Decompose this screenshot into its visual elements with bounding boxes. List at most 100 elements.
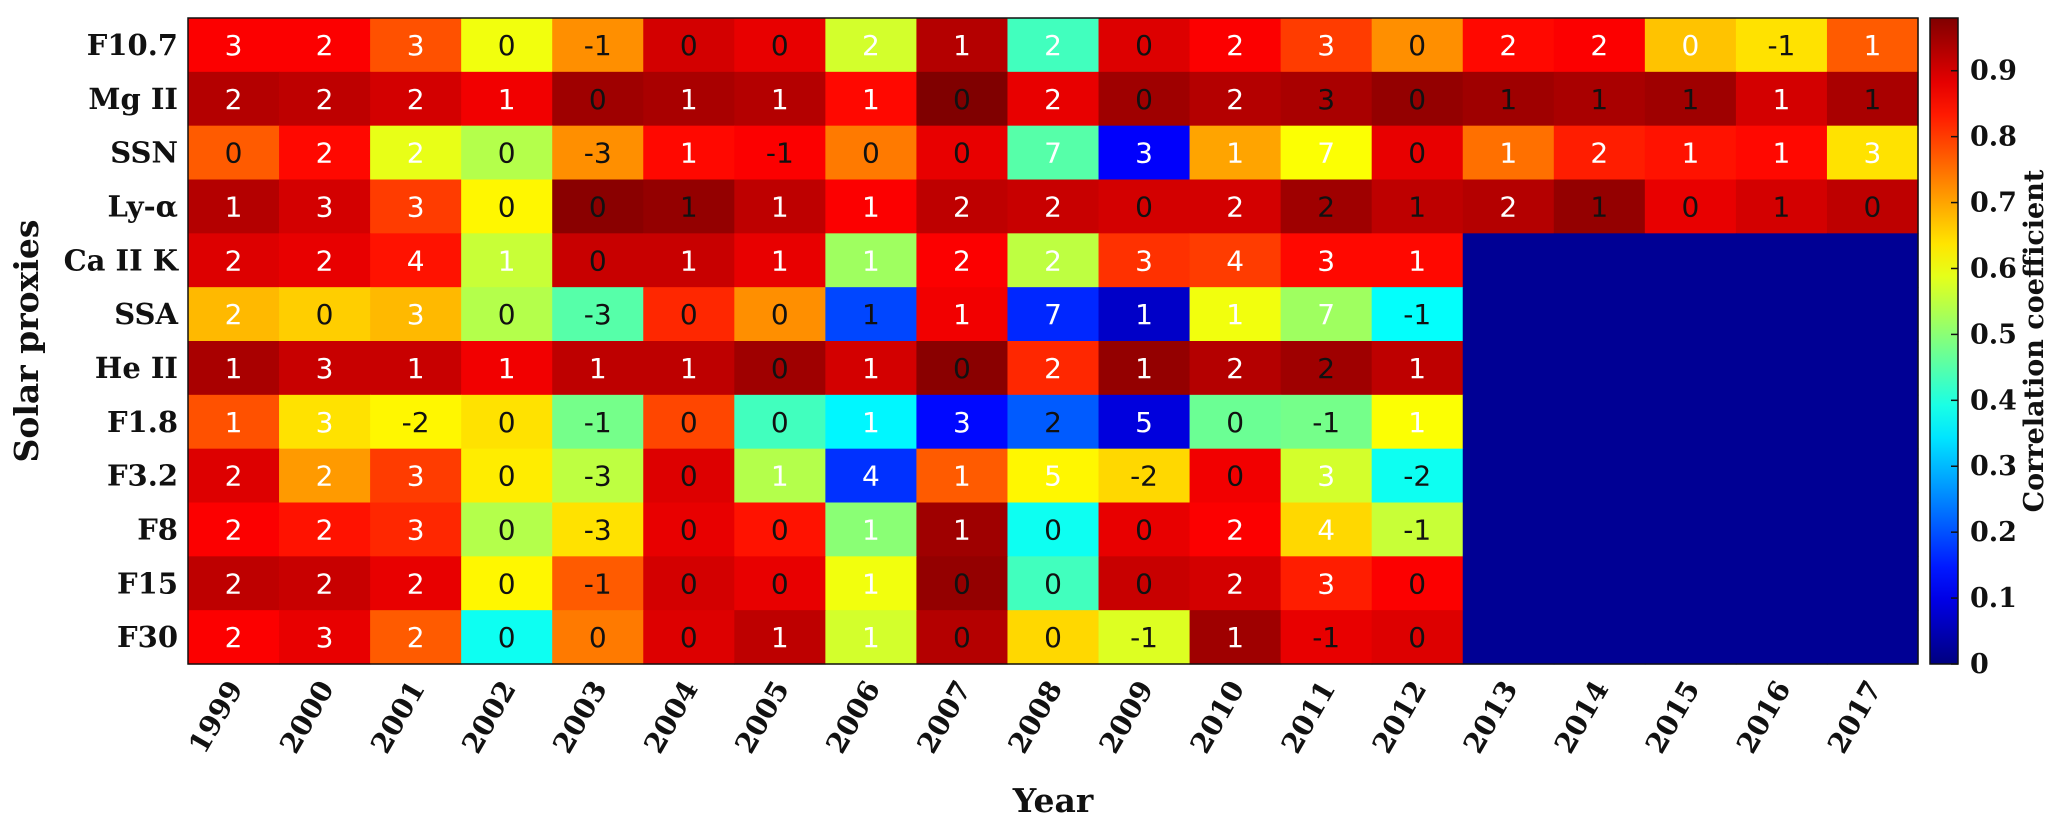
heatmap-cell <box>1371 556 1464 611</box>
cell-value-label: 1 <box>498 352 516 385</box>
heatmap-cell <box>1826 179 1919 234</box>
colorbar-tick-label: 0.6 <box>1970 253 2017 284</box>
heatmap-cell <box>1007 18 1100 73</box>
cell-value-label: 3 <box>1135 244 1153 277</box>
heatmap-cell <box>552 287 644 342</box>
cell-value-label: 1 <box>680 352 698 385</box>
cell-value-label: 3 <box>1317 83 1335 116</box>
heatmap-cell <box>916 125 1009 181</box>
heatmap-cell <box>1462 394 1555 450</box>
heatmap-cell <box>1553 18 1646 73</box>
heatmap-cell <box>461 502 553 557</box>
cell-value-label: 3 <box>953 406 971 439</box>
cell-value-label: 1 <box>862 513 880 546</box>
cell-value-label: 7 <box>1044 137 1062 170</box>
cell-value-label: 1 <box>498 244 516 277</box>
heatmap-cell <box>1644 502 1737 557</box>
colorbar-title: Correlation coefficient <box>2019 169 2050 512</box>
heatmap-cell <box>1371 341 1464 396</box>
heatmap-cell <box>1826 18 1919 73</box>
heatmap-cell <box>552 341 644 396</box>
heatmap-cell <box>370 125 462 181</box>
cell-value-label: 2 <box>225 83 243 116</box>
heatmap-cell <box>1098 179 1191 234</box>
colorbar-tick-label: 0.1 <box>1970 583 2017 614</box>
cell-value-label: 0 <box>498 406 516 439</box>
colorbar-tick-label: 0.3 <box>1970 451 2017 482</box>
cell-value-label: 1 <box>862 298 880 331</box>
heatmap-cell <box>1644 341 1737 396</box>
heatmap-cell <box>643 179 735 234</box>
heatmap-cell <box>1462 556 1555 611</box>
cell-value-label: -1 <box>1403 513 1431 546</box>
heatmap-cell <box>916 18 1009 73</box>
heatmap-cell <box>1098 233 1191 288</box>
heatmap-cell <box>370 556 462 611</box>
heatmap-cell <box>1280 502 1373 557</box>
heatmap-cell <box>1553 341 1646 396</box>
heatmap-cell <box>1553 71 1646 127</box>
heatmap-cell <box>188 233 280 288</box>
y-tick-label: F1.8 <box>107 405 178 439</box>
heatmap-cell <box>279 125 371 181</box>
cell-value-label: 1 <box>498 83 516 116</box>
heatmap-cell <box>279 71 371 127</box>
cell-value-label: 0 <box>1135 567 1153 600</box>
cell-value-label: 0 <box>680 29 698 62</box>
heatmap-cell <box>916 448 1009 504</box>
x-tick-label: 2010 <box>1184 675 1252 759</box>
colorbar-tick-label: 0.8 <box>1970 122 2017 153</box>
cell-value-label: 0 <box>1044 513 1062 546</box>
heatmap-cell <box>1280 233 1373 288</box>
cell-value-label: 1 <box>1864 29 1882 62</box>
cell-value-label: 2 <box>1499 29 1517 62</box>
heatmap-cell <box>825 125 918 181</box>
cell-value-label: -2 <box>1130 460 1158 493</box>
heatmap-cell <box>1462 448 1555 504</box>
cell-value-label: 1 <box>680 190 698 223</box>
heatmap-cell <box>188 556 280 611</box>
cell-value-label: 1 <box>862 621 880 654</box>
heatmap-cell <box>1735 448 1828 504</box>
cell-value-label: -3 <box>584 460 612 493</box>
cell-value-label: 0 <box>1864 190 1882 223</box>
cell-value-label: 0 <box>1226 406 1244 439</box>
cell-value-label: 0 <box>498 29 516 62</box>
cell-value-label: 0 <box>680 513 698 546</box>
heatmap-cell <box>1735 125 1828 181</box>
heatmap-cell <box>370 179 462 234</box>
cell-value-label: 2 <box>316 567 334 600</box>
heatmap-cell <box>825 610 918 665</box>
heatmap-cell <box>825 71 918 127</box>
heatmap-cell <box>1644 125 1737 181</box>
heatmap-cell <box>1371 394 1464 450</box>
heatmap-cell <box>461 448 553 504</box>
heatmap-cell <box>552 233 644 288</box>
cell-value-label: 1 <box>1864 83 1882 116</box>
plot-frame <box>187 17 1919 665</box>
cell-value-label: 3 <box>1317 460 1335 493</box>
cell-value-label: 1 <box>680 244 698 277</box>
heatmap-cell <box>1007 394 1100 450</box>
cell-value-label: 1 <box>1408 352 1426 385</box>
heatmap-cell <box>643 125 735 181</box>
cell-value-label: 0 <box>498 460 516 493</box>
cell-value-label: 1 <box>1590 190 1608 223</box>
heatmap-cell <box>1189 233 1282 288</box>
heatmap-cell <box>279 610 371 665</box>
heatmap-cell <box>1826 341 1919 396</box>
heatmap-cell <box>825 341 918 396</box>
heatmap-cell <box>1826 233 1919 288</box>
cell-value-label: 1 <box>862 406 880 439</box>
cell-value-label: 4 <box>407 244 425 277</box>
cell-value-label: 3 <box>407 29 425 62</box>
heatmap-cell <box>1189 71 1282 127</box>
cell-value-label: 1 <box>862 190 880 223</box>
cell-value-label: 0 <box>1135 83 1153 116</box>
heatmap-cell <box>1553 179 1646 234</box>
heatmap-cell <box>188 610 280 665</box>
heatmap-cell <box>1189 610 1282 665</box>
x-tick-label: 2009 <box>1093 675 1161 759</box>
cell-value-label: 2 <box>1044 83 1062 116</box>
